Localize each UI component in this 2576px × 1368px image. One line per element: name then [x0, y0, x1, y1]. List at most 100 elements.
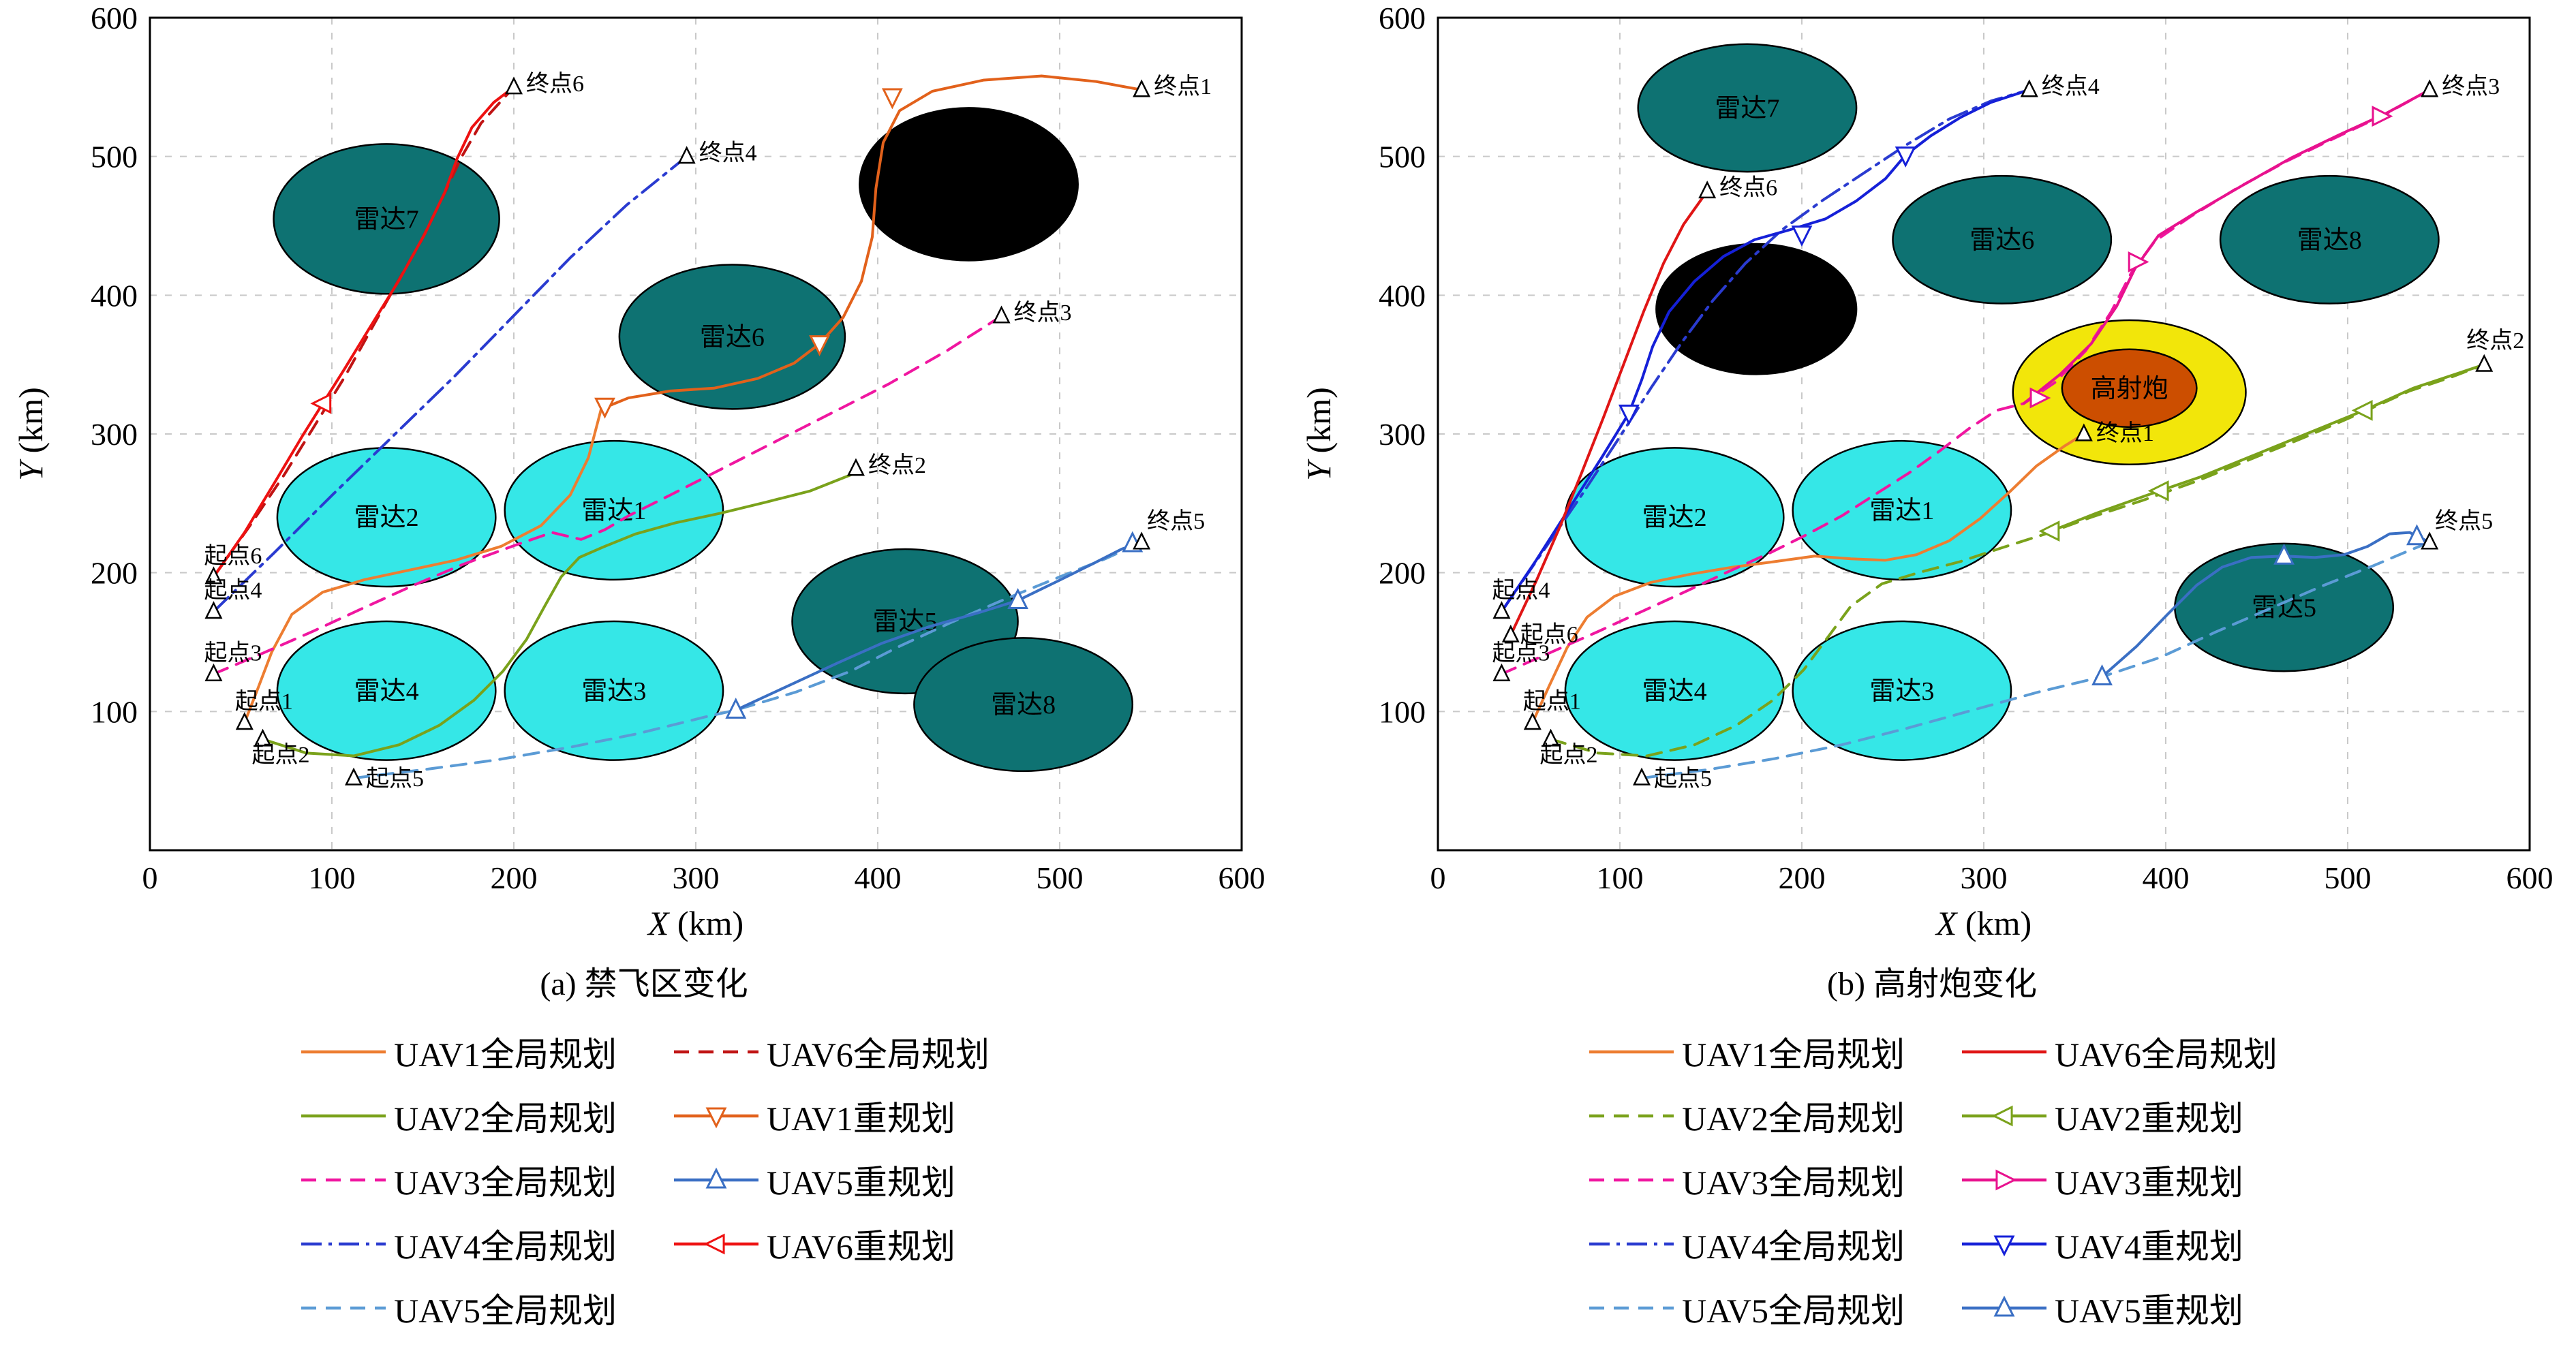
legend-line-sample-uav2-global: [1589, 1114, 1674, 1118]
point-label-start-3: 起点3: [204, 640, 262, 666]
legend-line-sample-uav5-global: [301, 1306, 386, 1310]
y-tick-label: 400: [1379, 278, 1426, 313]
marker-left-icon: [310, 392, 332, 414]
point-label-start-5: 起点5: [1654, 766, 1712, 792]
legend-item-uav3-replan: UAV3重规划: [1959, 1155, 2278, 1204]
point-label-start-3: 起点3: [1492, 640, 1550, 666]
path-uav3-global: [212, 314, 1003, 676]
point-marker-end-4: [2020, 79, 2038, 97]
zone-aa-gun-inner: [2061, 348, 2198, 429]
chart-b-block: 雷达7 禁飞区 雷达6 雷达8 高射炮 雷达2 雷达1 雷达4 雷达3 雷达5 起点4 起点6 起点3 起…: [1288, 0, 2576, 1004]
legend-line-sample-uav6-global: [1962, 1050, 2046, 1054]
legend-label-uav3-replan: UAV3重规划: [2055, 1164, 2243, 1202]
path-uav2-replan: [2049, 363, 2486, 533]
x-tick-label: 300: [1961, 860, 2008, 895]
path-uav6-global: [1509, 189, 1709, 637]
marker-left-icon: [2351, 399, 2373, 421]
legend-item-uav4-global: UAV4全局规划: [1586, 1219, 1905, 1269]
marker-down-icon: [1618, 404, 1640, 426]
marker-down-icon: [881, 88, 903, 110]
legend-item-uav6-global: UAV6全局规划: [671, 1027, 990, 1076]
zone-radar-7: [1637, 43, 1858, 173]
zone-label-radar-3: 雷达3: [581, 677, 646, 706]
legend-line-sample-uav2-replan: [1962, 1105, 2046, 1127]
zone-radar-8: [2219, 174, 2440, 305]
marker-down-icon: [809, 335, 830, 356]
legend-label-uav5-global: UAV5全局规划: [1682, 1292, 1905, 1330]
legend-item-uav5-global: UAV5全局规划: [1586, 1284, 1905, 1333]
legend-line-sample-uav2-global: [301, 1114, 386, 1118]
path-uav2-global: [1549, 363, 2486, 758]
legend-label-uav4-global: UAV4全局规划: [394, 1228, 617, 1266]
point-label-start-5: 起点5: [366, 766, 424, 792]
x-tick-label: 0: [1430, 860, 1446, 895]
x-axis-label: X (km): [1935, 904, 2031, 942]
point-marker-start-1: [235, 712, 254, 730]
legend-label-uav5-replan: UAV5重规划: [2055, 1292, 2243, 1330]
y-axis-label: Y (km): [12, 387, 50, 481]
y-axis-label: Y (km): [1300, 387, 1338, 481]
path-uav5-global: [352, 540, 1144, 780]
point-marker-end-1: [1133, 79, 1151, 97]
point-label-start-4: 起点4: [1492, 578, 1550, 604]
point-label-end-6: 终点6: [526, 71, 584, 97]
x-tick-label: 600: [2506, 860, 2554, 895]
point-marker-end-5: [1133, 531, 1151, 550]
legend-line-sample-uav4-global: [1589, 1242, 1674, 1246]
legend-label-uav6-global: UAV6全局规划: [2055, 1036, 2278, 1074]
marker-down-icon: [1895, 146, 1916, 168]
legend-item-uav6-global: UAV6全局规划: [1959, 1027, 2278, 1076]
zone-label-radar-7: 雷达7: [354, 205, 419, 234]
y-tick-label: 100: [91, 694, 138, 729]
x-tick-label: 600: [1218, 860, 1266, 895]
legend-a: UAV1全局规划 UAV2全局规划 UAV3全局规划 UAV4全局规划 UAV5全局规划…: [298, 1027, 990, 1333]
point-marker-end-4: [677, 146, 696, 164]
path-uav1-global: [1531, 433, 2085, 724]
legend-label-uav3-global: UAV3全局规划: [1682, 1164, 1905, 1202]
point-label-end-2: 终点2: [868, 452, 926, 478]
legend-item-uav5-global: UAV5全局规划: [298, 1284, 617, 1333]
zone-label-radar-1: 雷达1: [1869, 497, 1934, 525]
legend-label-uav2-global: UAV2全局规划: [394, 1100, 617, 1138]
zone-label-radar-4: 雷达4: [1642, 677, 1707, 706]
legend-line-sample-uav3-replan: [1962, 1169, 2046, 1191]
zone-label-radar-8: 雷达8: [2297, 226, 2362, 255]
x-tick-label: 400: [2143, 860, 2190, 895]
legend-label-uav1-global: UAV1全局规划: [394, 1036, 617, 1074]
path-uav1-global: [243, 407, 603, 724]
point-label-end-3: 终点3: [2442, 74, 2500, 99]
legend-label-uav2-global: UAV2全局规划: [1682, 1100, 1905, 1138]
legend-item-uav1-global: UAV1全局规划: [1586, 1027, 1905, 1076]
y-tick-label: 200: [1379, 556, 1426, 591]
zone-no-fly-zone: [859, 107, 1079, 262]
point-label-start-6: 起点6: [1520, 621, 1578, 647]
point-marker-start-5: [345, 767, 363, 786]
point-marker-end-6: [1698, 181, 1717, 199]
x-tick-label: 200: [491, 860, 538, 895]
legend-label-uav5-replan: UAV5重规划: [767, 1164, 955, 1202]
legend-marker-down-icon: [705, 1107, 727, 1129]
point-marker-end-3: [992, 305, 1011, 324]
legend-row: UAV1全局规划 UAV2全局规划 UAV3全局规划 UAV4全局规划 UAV5全局规划…: [0, 1027, 2576, 1333]
path-uav4-replan: [1500, 88, 2031, 613]
legend-line-sample-uav1-global: [1589, 1050, 1674, 1054]
zone-label-radar-2: 雷达2: [1642, 503, 1707, 532]
legend-line-sample-uav3-global: [1589, 1178, 1674, 1182]
point-label-end-5: 终点5: [1147, 508, 1205, 534]
zone-radar-8: [913, 637, 1134, 773]
legend-label-uav4-replan: UAV4重规划: [2055, 1228, 2243, 1266]
x-tick-label: 500: [2325, 860, 2372, 895]
point-label-start-4: 起点4: [204, 578, 262, 604]
legend-line-sample-uav3-global: [301, 1178, 386, 1182]
y-tick-label: 500: [1379, 140, 1426, 174]
point-label-start-1: 起点1: [235, 689, 293, 715]
legend-marker-left-icon: [703, 1233, 725, 1255]
marker-down-icon: [1791, 226, 1813, 247]
x-tick-label: 100: [309, 860, 356, 895]
zone-label-radar-6: 雷达6: [1969, 226, 2034, 255]
legend-line-sample-uav6-global: [674, 1050, 758, 1054]
point-marker-end-2: [2475, 354, 2494, 372]
x-tick-label: 200: [1779, 860, 1826, 895]
path-uav4-global: [1500, 88, 2031, 613]
